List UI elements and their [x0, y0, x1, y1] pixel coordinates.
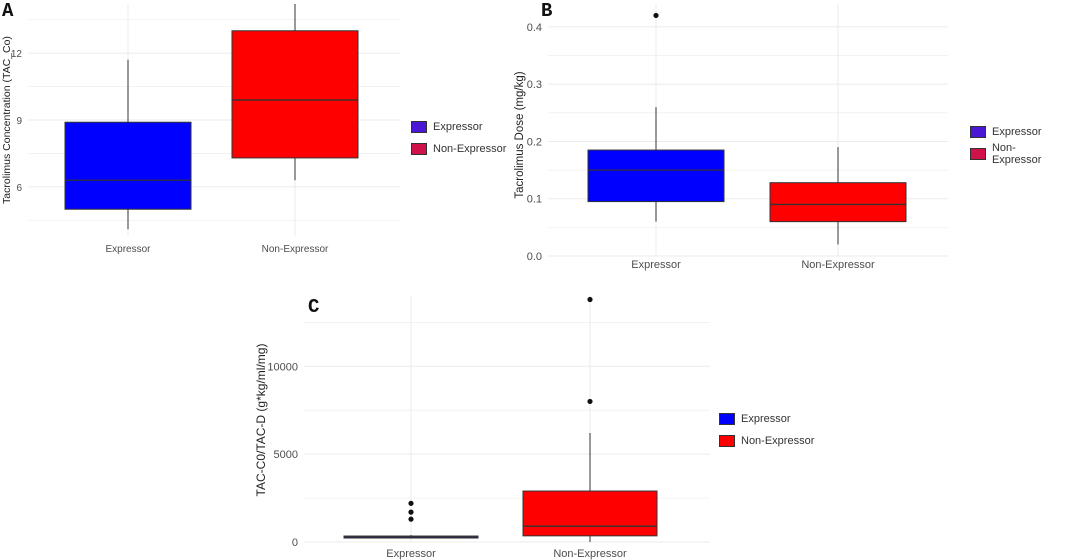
legend-item-non-expressor: Non-Expressor: [719, 430, 814, 452]
box-non-expressor: [769, 182, 907, 223]
legend-label-non-expressor: Non-Expressor: [991, 142, 1042, 166]
legend-label-expressor: Expressor: [433, 121, 483, 133]
legend-item-non-expressor: Non-Expressor: [411, 138, 506, 160]
y-axis-title: TAC-C0/TAC-D (g*kg/ml/mg): [254, 344, 268, 497]
legend-item-expressor: Expressor: [970, 121, 1065, 143]
legend-label-non-expressor: Non-Expressor: [741, 435, 815, 447]
legend-b: Expressor Non-Expressor: [970, 121, 1065, 166]
y-tick-label: 0: [292, 537, 298, 549]
y-tick-label: 0.0: [527, 251, 542, 263]
panel-label-c: C: [308, 296, 320, 318]
box-expressor: [587, 149, 725, 203]
panel-label-a: A: [2, 0, 14, 22]
x-tick-label: Expressor: [631, 259, 681, 271]
box-expressor: [64, 121, 192, 210]
y-tick-label: 0.1: [527, 194, 542, 206]
legend-key-expressor: [970, 123, 986, 142]
x-tick-label: Non-Expressor: [553, 548, 627, 560]
outlier-point: [408, 516, 414, 522]
legend-key-non-expressor: [970, 145, 986, 164]
y-tick-label: 9: [16, 116, 22, 127]
y-tick-label: 0.2: [527, 136, 542, 148]
legend-key-non-expressor: [411, 140, 427, 159]
legend-c: Expressor Non-Expressor: [719, 408, 814, 452]
x-tick-label: Expressor: [105, 244, 151, 255]
legend-label-non-expressor: Non-Expressor: [433, 143, 507, 155]
outlier-point: [408, 509, 414, 515]
outlier-point: [653, 12, 659, 19]
x-tick-label: Expressor: [386, 548, 436, 560]
y-axis-title: Tacrolimus Concentration (TAC_Co): [1, 36, 13, 204]
legend-a: Expressor Non-Expressor: [411, 116, 506, 160]
y-tick-label: 12: [11, 49, 23, 60]
legend-label-expressor: Expressor: [992, 126, 1042, 138]
y-tick-label: 5000: [274, 449, 298, 461]
legend-key-non-expressor: [719, 432, 735, 451]
outlier-point: [408, 500, 414, 506]
legend-item-non-expressor: Non-Expressor: [970, 142, 1065, 166]
panel-label-b: B: [541, 0, 553, 22]
outlier-point: [587, 398, 593, 405]
legend-item-expressor: Expressor: [411, 116, 506, 138]
legend-key-expressor: [411, 118, 427, 137]
legend-item-expressor: Expressor: [719, 408, 814, 430]
legend-key-expressor: [719, 410, 735, 429]
outlier-point: [587, 296, 593, 303]
y-axis-title: Tacrolimus Dose (mg/kg): [514, 71, 526, 198]
x-tick-label: Non-Expressor: [262, 244, 329, 255]
y-tick-label: 0.3: [527, 79, 542, 91]
y-tick-label: 0.4: [527, 22, 542, 34]
y-tick-label: 6: [16, 183, 22, 194]
box-non-expressor: [522, 490, 658, 537]
box-non-expressor: [231, 30, 359, 159]
y-tick-label: 10000: [267, 361, 298, 373]
x-tick-label: Non-Expressor: [801, 259, 875, 271]
legend-label-expressor: Expressor: [741, 413, 791, 425]
